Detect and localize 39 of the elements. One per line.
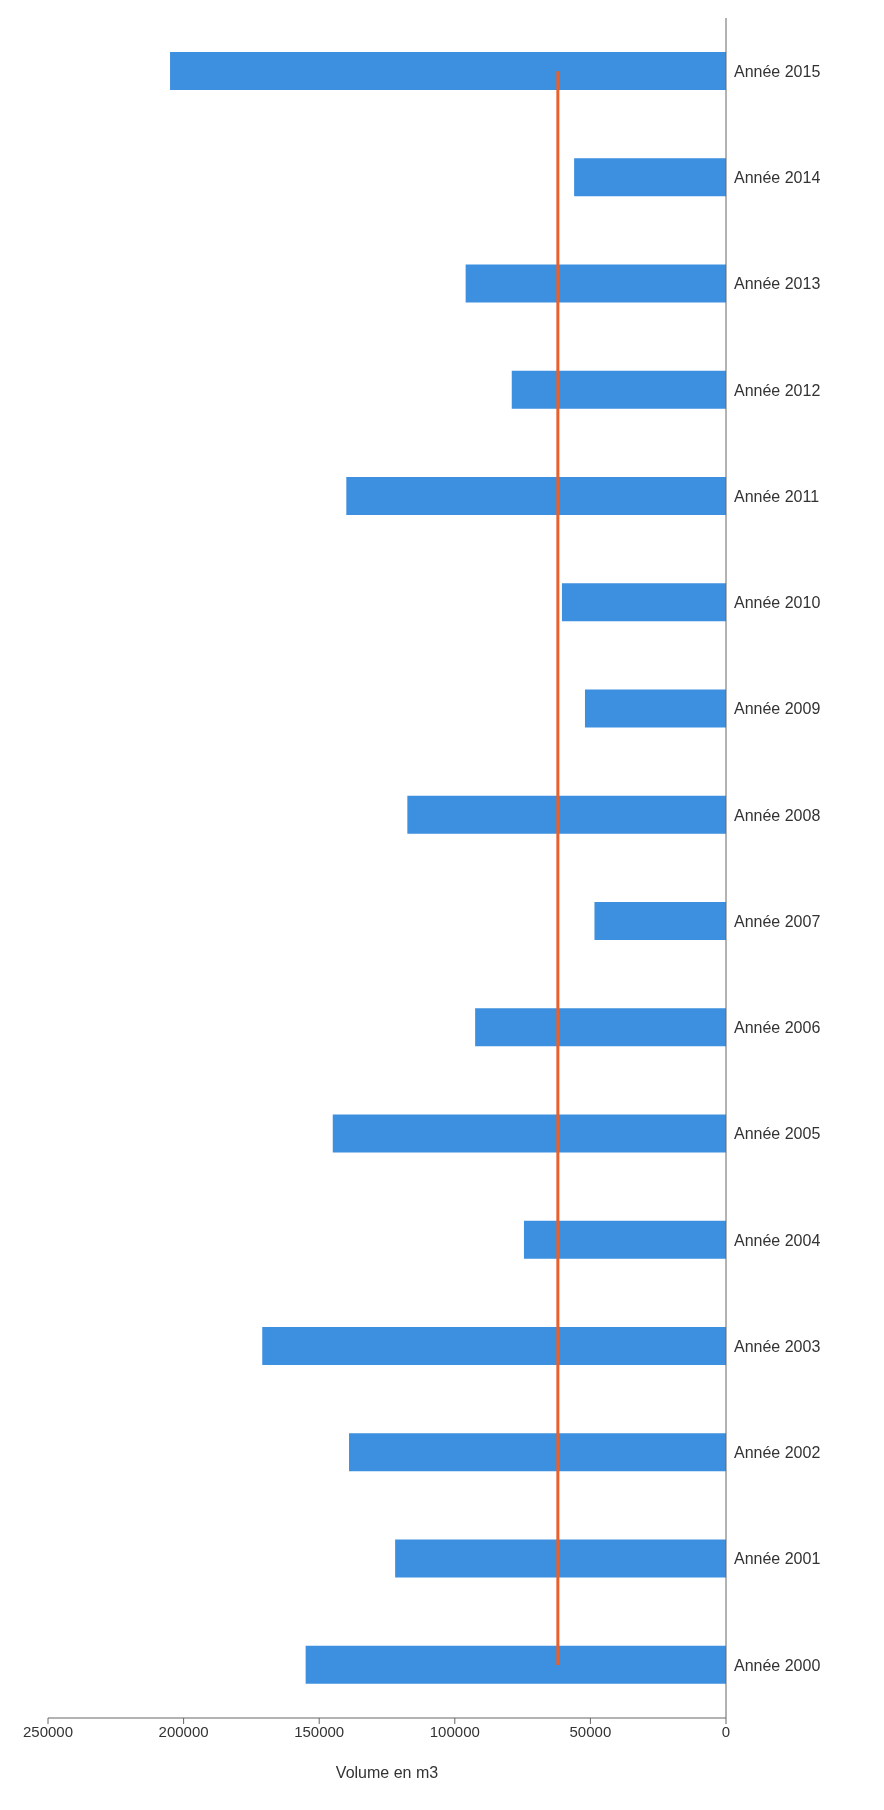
y-tick-label: Année 2001 (734, 1550, 821, 1568)
y-tick-label: Année 2012 (734, 381, 821, 399)
y-tick-label: Année 2014 (734, 169, 821, 187)
x-tick-label: 200000 (158, 1722, 209, 1740)
y-tick-label: Année 2005 (734, 1125, 821, 1143)
bar (170, 52, 726, 90)
x-axis-title: Volume en m3 (335, 1764, 439, 1781)
bar (349, 1433, 726, 1472)
x-tick-label: 150000 (294, 1722, 345, 1740)
y-tick-label: Année 2000 (734, 1656, 821, 1674)
y-tick-label: Année 2015 (734, 62, 821, 80)
bar (574, 158, 726, 197)
bar (465, 264, 726, 303)
bar (584, 689, 726, 728)
bar (511, 370, 726, 409)
y-tick-label: Année 2009 (734, 700, 821, 718)
y-tick-label: Année 2003 (734, 1337, 821, 1355)
bar (594, 902, 726, 940)
x-tick-label: 250000 (22, 1722, 74, 1740)
y-tick-label: Année 2002 (734, 1444, 821, 1462)
bar (475, 1008, 726, 1047)
bar (346, 477, 726, 515)
x-tick-label: 50000 (569, 1722, 612, 1740)
bar (523, 1220, 726, 1259)
x-tick-label: 100000 (429, 1722, 480, 1740)
bar (395, 1539, 726, 1578)
x-tick-label: 0 (721, 1722, 731, 1740)
bar (332, 1114, 726, 1153)
y-tick-label: Année 2013 (734, 275, 821, 293)
bar (305, 1645, 726, 1684)
bar (407, 795, 726, 834)
bar (262, 1327, 726, 1365)
y-tick-label: Année 2004 (734, 1231, 821, 1249)
bar (561, 583, 726, 622)
y-tick-label: Année 2007 (734, 912, 821, 930)
y-tick-label: Année 2010 (734, 594, 821, 612)
y-tick-label: Année 2008 (734, 806, 821, 824)
y-tick-label: Année 2011 (734, 487, 820, 505)
y-tick-label: Année 2006 (734, 1019, 821, 1037)
